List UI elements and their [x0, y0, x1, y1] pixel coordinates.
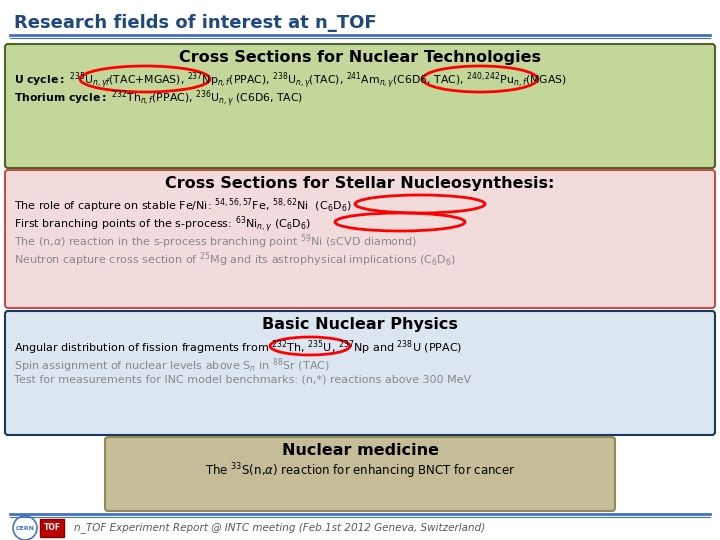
Text: Test for measurements for INC model benchmarks: (n,*) reactions above 300 MeV: Test for measurements for INC model benc…: [14, 374, 471, 384]
Text: The $^{33}$S(n,$\alpha$) reaction for enhancing BNCT for cancer: The $^{33}$S(n,$\alpha$) reaction for en…: [204, 461, 516, 481]
Text: The (n,$\alpha$) reaction in the s-process branching point $^{59}$Ni (sCVD diamo: The (n,$\alpha$) reaction in the s-proce…: [14, 232, 418, 251]
Text: $\bf{U\ cycle:}$ $^{235}$U$_{n,\gamma f}$(TAC+MGAS), $^{237}$Np$_{n,f}$(PPAC), $: $\bf{U\ cycle:}$ $^{235}$U$_{n,\gamma f}…: [14, 70, 567, 91]
Text: n_TOF Experiment Report @ INTC meeting (Feb.1st 2012 Geneva, Switzerland): n_TOF Experiment Report @ INTC meeting (…: [74, 523, 485, 534]
FancyBboxPatch shape: [40, 519, 64, 537]
Text: Nuclear medicine: Nuclear medicine: [282, 443, 438, 458]
FancyBboxPatch shape: [5, 311, 715, 435]
FancyBboxPatch shape: [5, 170, 715, 308]
Text: Angular distribution of fission fragments from $^{232}$Th, $^{235}$U, $^{237}$Np: Angular distribution of fission fragment…: [14, 338, 462, 356]
Text: Cross Sections for Stellar Nucleosynthesis:: Cross Sections for Stellar Nucleosynthes…: [166, 176, 554, 191]
Text: Spin assignment of nuclear levels above S$_n$ in $^{88}$Sr (TAC): Spin assignment of nuclear levels above …: [14, 356, 330, 375]
Text: CERN: CERN: [16, 525, 35, 530]
FancyBboxPatch shape: [5, 44, 715, 168]
FancyBboxPatch shape: [105, 437, 615, 511]
Text: First branching points of the s-process: $^{63}$Ni$_{n,\gamma}$ (C$_6$D$_6$): First branching points of the s-process:…: [14, 214, 311, 235]
Text: The role of capture on stable Fe/Ni: $^{54,56,57}$Fe, $^{58,62}$Ni  (C$_6$D$_6$): The role of capture on stable Fe/Ni: $^{…: [14, 196, 352, 214]
Text: Neutron capture cross section of $^{25}$Mg and its astrophysical implications (C: Neutron capture cross section of $^{25}$…: [14, 250, 456, 268]
Text: Cross Sections for Nuclear Technologies: Cross Sections for Nuclear Technologies: [179, 50, 541, 65]
Text: $\bf{Thorium\ cycle:}$ $^{232}$Th$_{n,f}$(PPAC), $^{236}$U$_{n,\gamma}$ (C6D6, T: $\bf{Thorium\ cycle:}$ $^{232}$Th$_{n,f}…: [14, 88, 303, 109]
Text: Basic Nuclear Physics: Basic Nuclear Physics: [262, 317, 458, 332]
Text: TOF: TOF: [43, 523, 60, 532]
Text: Research fields of interest at n_TOF: Research fields of interest at n_TOF: [14, 14, 377, 32]
